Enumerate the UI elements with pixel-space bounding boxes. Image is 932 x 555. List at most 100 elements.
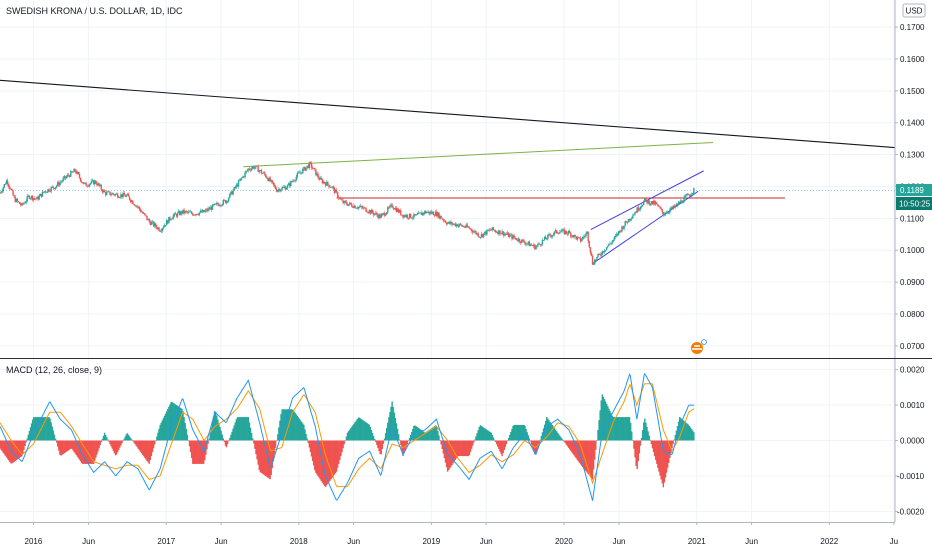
macd-histogram-bar [363, 420, 365, 441]
macd-histogram-bar [648, 435, 650, 441]
macd-histogram-bar [314, 440, 316, 471]
candle [64, 176, 67, 181]
candle [442, 218, 445, 223]
macd-tick-label: -0.0010 [897, 472, 925, 481]
candle [372, 211, 375, 217]
macd-histogram-bar [74, 440, 76, 454]
candle [54, 187, 57, 191]
macd-histogram-bar [370, 429, 373, 441]
candle [427, 209, 429, 214]
macd-histogram-bar [224, 440, 227, 446]
macd-histogram-bar [225, 440, 228, 448]
macd-histogram-bar [430, 428, 433, 441]
candle [137, 205, 140, 209]
candle [396, 207, 399, 213]
rising-trendline-line[interactable] [243, 141, 714, 168]
candle [213, 203, 216, 206]
candle [381, 213, 384, 217]
candle [208, 206, 210, 212]
macd-histogram-bar [281, 409, 283, 441]
candle [502, 231, 504, 238]
macd-histogram-bar [213, 411, 216, 441]
macd-histogram-bar [387, 422, 389, 441]
macd-histogram-bar [637, 440, 640, 462]
macd-axis[interactable]: 0.0020 0.0010 0.0000 -0.0010 -0.0020 [895, 366, 925, 517]
candle [274, 184, 277, 190]
candle [407, 217, 410, 221]
macd-histogram-bar [217, 419, 219, 441]
candle [136, 204, 138, 209]
macd-histogram-bar [623, 417, 625, 441]
candle [649, 203, 651, 207]
candle [228, 196, 230, 203]
macd-histogram-bar [545, 420, 547, 441]
macd-histogram-bar [359, 418, 362, 441]
macd-histogram-bar [631, 431, 633, 441]
macd-histogram-bar [120, 440, 122, 446]
macd-histogram-bar [291, 409, 293, 441]
candle [453, 223, 455, 225]
candle [516, 237, 519, 242]
macd-histogram-bar [406, 440, 409, 445]
macd-histogram-bar [352, 425, 354, 441]
macd-histogram-bar [665, 440, 668, 473]
price-tick-label: 0.0800 [900, 310, 925, 319]
candle [596, 256, 598, 262]
macd-histogram-bar [266, 440, 268, 477]
candle [393, 207, 396, 210]
macd-histogram-bar [402, 440, 404, 457]
candle [660, 206, 662, 211]
candle [309, 161, 312, 165]
macd-histogram-bar [400, 440, 402, 446]
currency-button[interactable]: USD [902, 3, 926, 18]
candle [638, 207, 641, 212]
macd-histogram-bar [409, 434, 412, 441]
macd-histogram-bar [357, 417, 360, 441]
time-tick-label: Jun [745, 537, 758, 546]
macd-histogram-bar [685, 422, 687, 441]
candle [523, 238, 525, 244]
candle [24, 201, 26, 204]
macd-histogram-bar [635, 440, 637, 466]
candle [419, 212, 422, 214]
macd-histogram-bar [462, 440, 464, 457]
candle [545, 234, 547, 239]
macd-histogram-bar [478, 426, 480, 441]
macd-histogram-bar [576, 440, 579, 460]
macd-histogram-bar [498, 440, 500, 450]
macd-histogram-bar [356, 419, 358, 441]
candle [138, 206, 141, 211]
macd-histogram-bar [461, 440, 463, 457]
candle [437, 211, 439, 219]
macd-histogram-bar [114, 440, 117, 456]
macd-histogram-bar [290, 409, 292, 441]
macd-histogram-bar [187, 440, 190, 442]
macd-histogram-bar [465, 440, 467, 457]
candle [176, 211, 179, 219]
candle [65, 175, 68, 180]
macd-histogram-bar [188, 440, 191, 447]
macd-histogram-bar [24, 440, 26, 447]
candle [675, 203, 678, 207]
candle [135, 205, 137, 209]
candle [490, 228, 492, 231]
macd-histogram-bar [421, 430, 424, 441]
macd-histogram-bar [645, 422, 647, 441]
macd-histogram-bar [592, 440, 595, 470]
candle [418, 212, 421, 214]
time-axis[interactable]: 2016 Jun 2017 Jun 2018 Jun 2019 Jun 2020 Jun 2021 J… [25, 522, 899, 546]
tradingview-logo-icon[interactable] [691, 339, 707, 354]
macd-histogram-bar [585, 440, 587, 472]
candle [558, 232, 560, 235]
candle [101, 188, 104, 194]
macd-histogram-bar [5, 440, 8, 458]
price-tick-label: 0.1100 [900, 214, 924, 223]
candle [88, 183, 91, 188]
macd-legend-label[interactable]: MACD (12, 26, close, 9) [6, 365, 102, 375]
candle [318, 175, 320, 182]
macd-histogram-bar [646, 427, 648, 441]
long-term-resistance-line[interactable] [0, 79, 896, 149]
macd-histogram-bar [223, 440, 226, 443]
